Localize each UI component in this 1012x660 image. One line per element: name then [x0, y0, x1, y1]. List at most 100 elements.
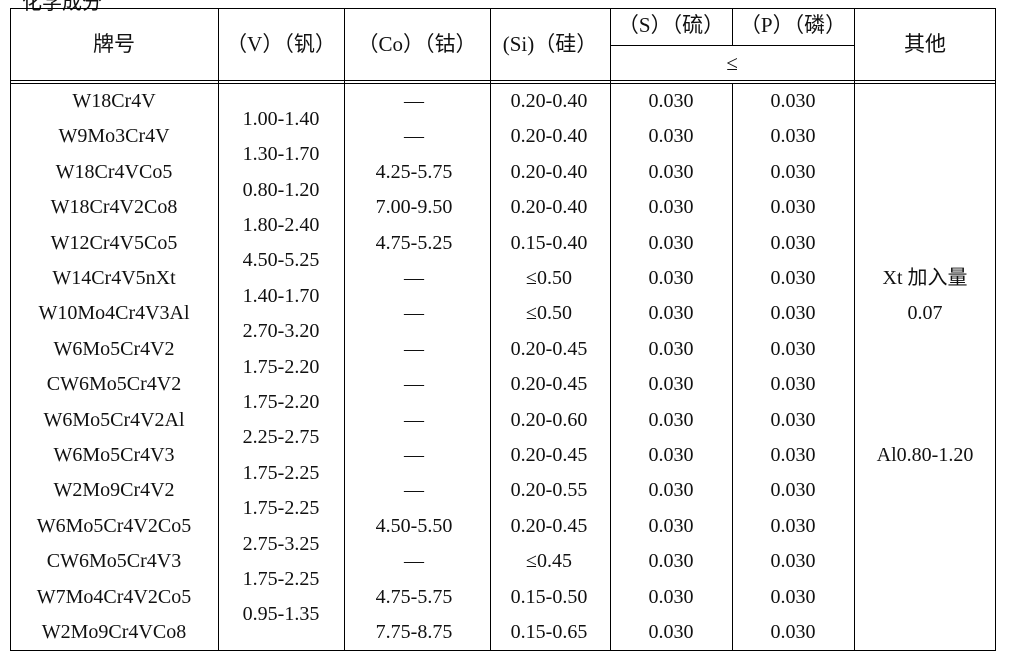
co-cell: 7.00-9.50 — [375, 196, 453, 218]
p-cell: 0.030 — [770, 621, 816, 643]
header-si: (Si)（硅） — [502, 32, 598, 56]
co-cell: 4.25-5.75 — [375, 161, 453, 183]
s-cell: 0.030 — [648, 302, 694, 324]
s-cell: 0.030 — [648, 232, 694, 254]
caption-partial: 化学成分 — [22, 0, 102, 14]
header-co: （Co）（钴） — [357, 32, 477, 56]
si-cell: ≤0.50 — [526, 302, 572, 324]
grade-cell: W9Mo3Cr4V — [58, 125, 170, 147]
si-cell: 0.20-0.40 — [510, 90, 588, 112]
v-cell: 0.80-1.20 — [242, 179, 320, 201]
p-cell: 0.030 — [770, 515, 816, 537]
table-top-border — [10, 8, 996, 9]
si-cell: 0.20-0.40 — [510, 125, 588, 147]
grade-cell: W18Cr4VCo5 — [55, 161, 173, 183]
v-cell: 1.80-2.40 — [242, 214, 320, 236]
co-cell: — — [404, 125, 424, 147]
p-cell: 0.030 — [770, 302, 816, 324]
si-cell: 0.15-0.50 — [510, 586, 588, 608]
grade-cell: W12Cr4V5Co5 — [50, 232, 178, 254]
s-cell: 0.030 — [648, 125, 694, 147]
v-cell: 1.75-2.20 — [242, 356, 320, 378]
header-s: （S）（硫） — [617, 13, 725, 37]
si-cell: 0.20-0.40 — [510, 196, 588, 218]
s-cell: 0.030 — [648, 161, 694, 183]
v-cell: 0.95-1.35 — [242, 603, 320, 625]
p-cell: 0.030 — [770, 479, 816, 501]
other-xt-line1: Xt 加入量 — [882, 267, 968, 289]
p-cell: 0.030 — [770, 444, 816, 466]
col-rule-0 — [10, 8, 11, 651]
p-cell: 0.030 — [770, 161, 816, 183]
grade-cell: W6Mo5Cr4V2Co5 — [36, 515, 192, 537]
si-cell: 0.15-0.65 — [510, 621, 588, 643]
v-cell: 1.75-2.20 — [242, 391, 320, 413]
si-cell: ≤0.45 — [526, 550, 572, 572]
v-cell: 2.25-2.75 — [242, 426, 320, 448]
s-cell: 0.030 — [648, 267, 694, 289]
grade-cell: W7Mo4Cr4V2Co5 — [36, 586, 192, 608]
v-cell: 2.70-3.20 — [242, 320, 320, 342]
grade-cell: CW6Mo5Cr4V2 — [46, 373, 182, 395]
si-cell: 0.20-0.45 — [510, 373, 588, 395]
co-cell: — — [404, 373, 424, 395]
v-cell: 2.75-3.25 — [242, 533, 320, 555]
si-cell: 0.20-0.45 — [510, 515, 588, 537]
co-cell: 4.75-5.75 — [375, 586, 453, 608]
co-cell: — — [404, 409, 424, 431]
co-cell: — — [404, 444, 424, 466]
col-rule-5-body — [732, 83, 733, 651]
p-cell: 0.030 — [770, 550, 816, 572]
co-cell: 4.50-5.50 — [375, 515, 453, 537]
s-cell: 0.030 — [648, 550, 694, 572]
s-cell: 0.030 — [648, 515, 694, 537]
header-grade: 牌号 — [93, 32, 135, 56]
si-cell: 0.15-0.40 — [510, 232, 588, 254]
col-rule-1 — [218, 8, 219, 651]
co-cell: — — [404, 90, 424, 112]
col-rule-2 — [344, 8, 345, 651]
p-cell: 0.030 — [770, 373, 816, 395]
s-cell: 0.030 — [648, 409, 694, 431]
s-cell: 0.030 — [648, 338, 694, 360]
grade-cell: CW6Mo5Cr4V3 — [46, 550, 182, 572]
grade-cell: W10Mo4Cr4V3Al — [38, 302, 190, 324]
v-cell: 1.00-1.40 — [242, 108, 320, 130]
header-v: （V）（钒） — [226, 32, 336, 56]
co-cell: — — [404, 267, 424, 289]
grade-cell: W6Mo5Cr4V3 — [53, 444, 175, 466]
grade-cell: W2Mo9Cr4V2 — [53, 479, 175, 501]
v-cell: 1.75-2.25 — [242, 462, 320, 484]
co-cell: 4.75-5.25 — [375, 232, 453, 254]
s-cell: 0.030 — [648, 90, 694, 112]
p-cell: 0.030 — [770, 586, 816, 608]
s-cell: 0.030 — [648, 621, 694, 643]
v-cell: 1.40-1.70 — [242, 285, 320, 307]
p-cell: 0.030 — [770, 338, 816, 360]
table-bottom-border — [10, 650, 996, 651]
v-cell: 4.50-5.25 — [242, 249, 320, 271]
s-cell: 0.030 — [648, 196, 694, 218]
header-p: （P）（磷） — [739, 13, 847, 37]
v-cell: 1.75-2.25 — [242, 568, 320, 590]
si-cell: 0.20-0.40 — [510, 161, 588, 183]
p-cell: 0.030 — [770, 90, 816, 112]
v-cell: 1.75-2.25 — [242, 497, 320, 519]
other-xt-line2: 0.07 — [907, 302, 943, 324]
s-cell: 0.030 — [648, 479, 694, 501]
co-cell: 7.75-8.75 — [375, 621, 453, 643]
v-cell: 1.30-1.70 — [242, 143, 320, 165]
s-cell: 0.030 — [648, 373, 694, 395]
co-cell: — — [404, 302, 424, 324]
grade-cell: W18Cr4V2Co8 — [50, 196, 178, 218]
s-cell: 0.030 — [648, 444, 694, 466]
si-cell: 0.20-0.60 — [510, 409, 588, 431]
other-al: Al0.80-1.20 — [876, 444, 974, 466]
co-cell: — — [404, 550, 424, 572]
p-cell: 0.030 — [770, 232, 816, 254]
header-other: 其他 — [904, 32, 946, 56]
grade-cell: W6Mo5Cr4V2 — [53, 338, 175, 360]
col-rule-5 — [732, 8, 733, 46]
si-cell: 0.20-0.45 — [510, 444, 588, 466]
